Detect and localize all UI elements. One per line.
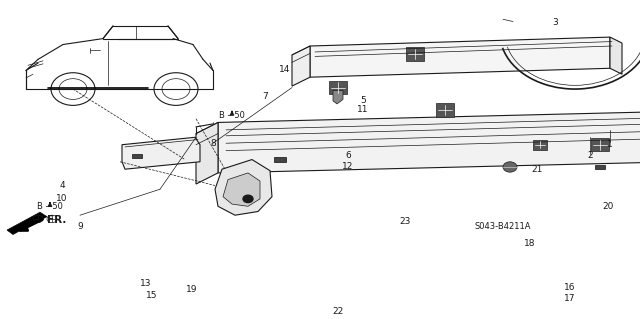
- Text: 6: 6: [345, 151, 351, 160]
- Text: 18: 18: [524, 239, 536, 248]
- Text: 15: 15: [147, 291, 157, 300]
- Polygon shape: [132, 154, 142, 158]
- Text: 7: 7: [262, 92, 268, 101]
- Text: 16: 16: [564, 284, 576, 293]
- Text: 21: 21: [531, 165, 543, 174]
- Polygon shape: [215, 160, 272, 215]
- Circle shape: [503, 162, 517, 172]
- Text: B – 50: B – 50: [219, 110, 245, 120]
- Text: 22: 22: [332, 307, 344, 316]
- Text: B – 50: B – 50: [37, 202, 63, 211]
- Polygon shape: [274, 157, 286, 162]
- Text: 2: 2: [587, 151, 593, 160]
- Text: 9: 9: [77, 222, 83, 231]
- Text: 19: 19: [186, 285, 198, 294]
- Text: 13: 13: [140, 279, 152, 288]
- Text: 5: 5: [360, 96, 366, 105]
- Text: 3: 3: [552, 18, 558, 27]
- Polygon shape: [595, 165, 605, 169]
- Polygon shape: [218, 110, 640, 173]
- Text: 1: 1: [607, 140, 613, 149]
- Polygon shape: [333, 91, 343, 104]
- Text: S043-B4211A: S043-B4211A: [475, 222, 531, 231]
- Polygon shape: [610, 37, 622, 74]
- Text: 17: 17: [564, 294, 576, 303]
- Text: 23: 23: [399, 217, 411, 226]
- Polygon shape: [223, 173, 260, 206]
- Text: 10: 10: [56, 194, 68, 204]
- Polygon shape: [329, 81, 347, 94]
- Polygon shape: [292, 46, 310, 86]
- Text: 4: 4: [59, 181, 65, 190]
- Circle shape: [243, 195, 253, 203]
- Text: 14: 14: [279, 64, 291, 73]
- Text: 12: 12: [342, 162, 354, 172]
- Text: FR.: FR.: [47, 215, 67, 226]
- Text: 8: 8: [210, 139, 216, 148]
- Polygon shape: [533, 139, 547, 150]
- Text: 20: 20: [602, 202, 614, 211]
- Polygon shape: [7, 212, 47, 234]
- Polygon shape: [310, 37, 610, 77]
- Polygon shape: [436, 103, 454, 116]
- Polygon shape: [406, 48, 424, 61]
- Polygon shape: [591, 138, 609, 152]
- Polygon shape: [122, 137, 200, 169]
- Polygon shape: [196, 122, 218, 184]
- Text: 11: 11: [357, 105, 369, 114]
